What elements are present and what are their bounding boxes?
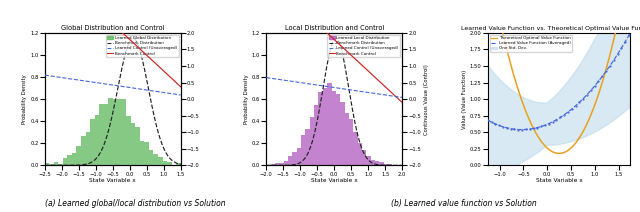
Bar <box>67 155 72 165</box>
Bar <box>136 127 140 165</box>
Bar <box>366 156 371 165</box>
Bar <box>358 142 362 165</box>
Bar <box>99 104 104 165</box>
Text: (a) Learned global/local distribution vs Solution: (a) Learned global/local distribution vs… <box>45 199 226 208</box>
X-axis label: State Variable x: State Variable x <box>536 178 582 183</box>
Bar <box>353 132 358 165</box>
Bar <box>371 160 375 165</box>
Y-axis label: Continuous Value (Control): Continuous Value (Control) <box>424 64 429 135</box>
Bar <box>145 142 149 165</box>
Bar <box>380 162 384 165</box>
Y-axis label: Probability Density: Probability Density <box>244 74 249 124</box>
Bar <box>327 83 332 165</box>
Bar <box>375 161 380 165</box>
Bar <box>58 164 63 165</box>
Bar <box>49 164 54 165</box>
Bar <box>340 102 344 165</box>
Bar <box>314 105 319 165</box>
Bar <box>349 119 353 165</box>
Bar <box>332 91 336 165</box>
X-axis label: State Variable x: State Variable x <box>311 178 358 183</box>
Bar <box>122 99 126 165</box>
Bar <box>63 158 67 165</box>
Legend: Learned Local Distribution, Benchmark Distribution, Learned Control (Unaveraged): Learned Local Distribution, Benchmark Di… <box>328 35 400 57</box>
X-axis label: State Variable x: State Variable x <box>90 178 136 183</box>
Bar <box>344 113 349 165</box>
Bar <box>113 99 117 165</box>
Bar <box>271 164 275 165</box>
Bar <box>86 132 90 165</box>
Bar <box>90 119 95 165</box>
Y-axis label: Value (Value Function): Value (Value Function) <box>462 70 467 129</box>
Bar <box>310 117 314 165</box>
Bar <box>140 141 145 165</box>
Bar <box>95 116 99 165</box>
Bar <box>45 163 49 165</box>
Bar <box>117 99 122 165</box>
Bar <box>336 94 340 165</box>
Bar <box>319 92 323 165</box>
Bar <box>104 104 108 165</box>
Bar <box>305 129 310 165</box>
Bar <box>275 163 279 165</box>
Title: Global Distribution and Control: Global Distribution and Control <box>61 25 164 31</box>
Bar <box>72 153 77 165</box>
Title: Learned Value Function vs. Theoretical Optimal Value Function: Learned Value Function vs. Theoretical O… <box>461 26 640 31</box>
Legend: Theoretical Optimal Value Function, Learned Value Function (Averaged), One Std. : Theoretical Optimal Value Function, Lear… <box>490 35 572 52</box>
Bar <box>108 98 113 165</box>
Bar <box>297 148 301 165</box>
Bar <box>384 164 388 165</box>
Bar <box>279 163 284 165</box>
Legend: Learned Global Distribution, Benchmark Distribution, Learned Control (Unaveraged: Learned Global Distribution, Benchmark D… <box>106 35 179 57</box>
Bar <box>323 88 327 165</box>
Bar <box>77 146 81 165</box>
Bar <box>158 157 163 165</box>
Bar <box>167 162 172 165</box>
Y-axis label: Probability Density: Probability Density <box>22 74 28 124</box>
Bar <box>176 163 180 165</box>
Bar <box>362 150 366 165</box>
Bar <box>54 162 58 165</box>
Text: (b) Learned value function vs Solution: (b) Learned value function vs Solution <box>391 199 537 208</box>
Title: Local Distribution and Control: Local Distribution and Control <box>285 25 384 31</box>
Bar <box>284 161 288 165</box>
Bar <box>301 135 305 165</box>
Bar <box>126 116 131 165</box>
Bar <box>131 123 136 165</box>
Bar <box>292 152 297 165</box>
Bar <box>81 136 86 165</box>
Bar <box>154 154 158 165</box>
Bar <box>288 156 292 165</box>
Bar <box>149 150 154 165</box>
Bar <box>163 161 167 165</box>
